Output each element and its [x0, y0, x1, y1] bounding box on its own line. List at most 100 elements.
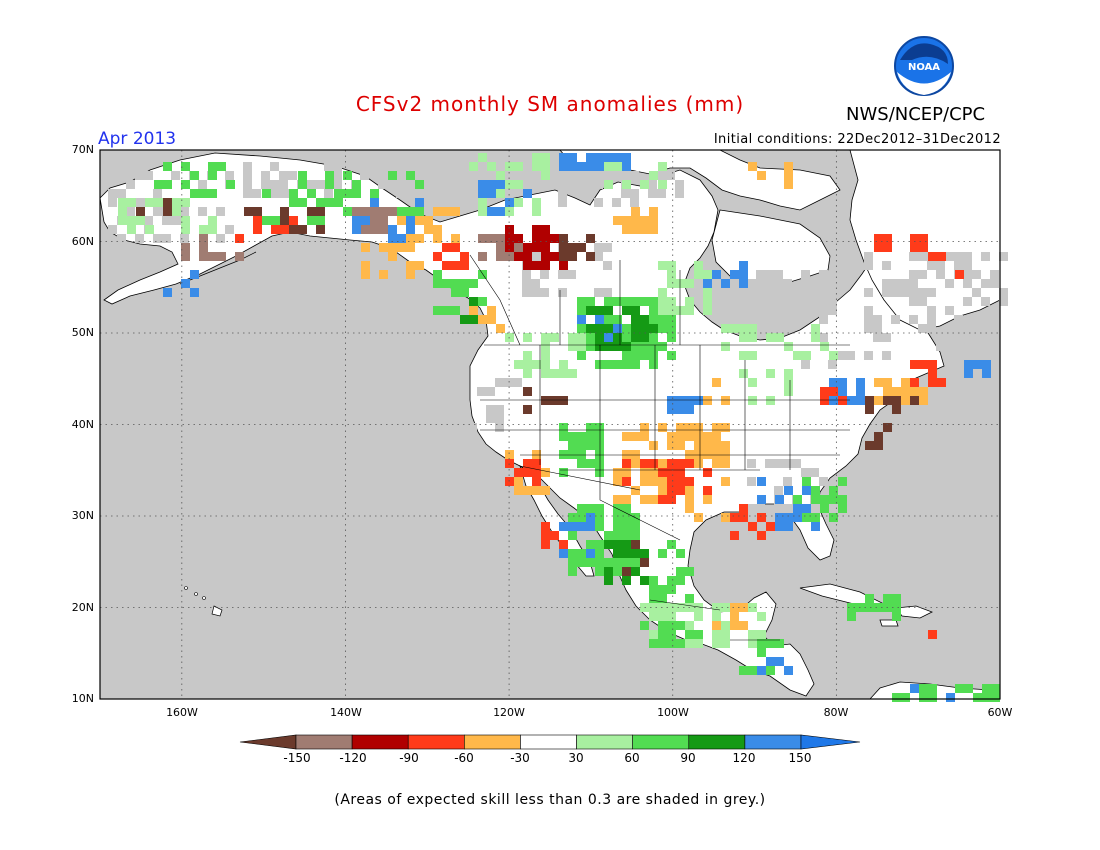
lon-label: 120W: [493, 706, 525, 719]
anomaly-cell: [505, 450, 514, 459]
anomaly-cell: [748, 639, 757, 648]
anomaly-cell: [739, 621, 748, 630]
anomaly-cell: [532, 243, 541, 252]
anomaly-cell: [658, 630, 667, 639]
anomaly-cell: [280, 225, 289, 234]
anomaly-cell: [820, 387, 829, 396]
low-skill-cell: [819, 333, 828, 342]
anomaly-cell: [604, 576, 613, 585]
anomaly-cell: [505, 459, 514, 468]
anomaly-cell: [469, 315, 478, 324]
anomaly-cell: [208, 252, 217, 261]
anomaly-cell: [523, 351, 532, 360]
low-skill-cell: [747, 279, 756, 288]
anomaly-cell: [415, 234, 424, 243]
low-skill-cell: [432, 189, 441, 198]
anomaly-cell: [676, 432, 685, 441]
anomaly-cell: [568, 432, 577, 441]
lat-label: 30N: [71, 509, 94, 522]
lat-label: 40N: [71, 418, 94, 431]
anomaly-cell: [352, 216, 361, 225]
anomaly-cell: [712, 621, 721, 630]
anomaly-cell: [415, 198, 424, 207]
anomaly-cell: [820, 504, 829, 513]
colorbar-segment: [520, 734, 577, 750]
colorbar-label: -120: [339, 751, 367, 765]
anomaly-cell: [631, 324, 640, 333]
anomaly-cell: [154, 198, 163, 207]
anomaly-cell: [667, 495, 676, 504]
anomaly-cell: [658, 594, 667, 603]
low-skill-cell: [144, 171, 153, 180]
anomaly-cell: [928, 630, 937, 639]
anomaly-cell: [649, 477, 658, 486]
anomaly-cell: [712, 441, 721, 450]
low-skill-cell: [882, 351, 891, 360]
anomaly-cell: [919, 396, 928, 405]
anomaly-cell: [532, 261, 541, 270]
low-skill-cell: [828, 288, 837, 297]
anomaly-cell: [478, 297, 487, 306]
anomaly-cell: [613, 153, 622, 162]
anomaly-cell: [523, 405, 532, 414]
low-skill-cell: [801, 288, 810, 297]
anomaly-cell: [676, 279, 685, 288]
anomaly-cell: [658, 486, 667, 495]
anomaly-cell: [496, 234, 505, 243]
anomaly-cell: [496, 243, 505, 252]
anomaly-cell: [253, 207, 262, 216]
anomaly-cell: [703, 432, 712, 441]
low-skill-cell: [243, 171, 252, 180]
anomaly-cell: [622, 495, 631, 504]
anomaly-cell: [658, 495, 667, 504]
low-skill-cell: [324, 189, 333, 198]
anomaly-cell: [379, 207, 388, 216]
anomaly-cell: [667, 612, 676, 621]
low-skill-cell: [144, 216, 153, 225]
anomaly-cell: [739, 504, 748, 513]
anomaly-cell: [757, 630, 766, 639]
anomaly-cell: [127, 225, 136, 234]
anomaly-cell: [361, 207, 370, 216]
anomaly-cell: [505, 252, 514, 261]
anomaly-cell: [478, 189, 487, 198]
anomaly-cell: [955, 270, 964, 279]
anomaly-cell: [433, 234, 442, 243]
colorbar-segment: [295, 734, 353, 750]
anomaly-cell: [370, 207, 379, 216]
anomaly-cell: [568, 333, 577, 342]
anomaly-cell: [469, 297, 478, 306]
anomaly-cell: [190, 270, 199, 279]
anomaly-cell: [568, 441, 577, 450]
colorbar-segment: [744, 734, 802, 750]
low-skill-cell: [243, 180, 252, 189]
anomaly-cell: [568, 342, 577, 351]
low-skill-cell: [828, 306, 837, 315]
anomaly-cell: [658, 342, 667, 351]
anomaly-cell: [352, 180, 361, 189]
anomaly-cell: [703, 468, 712, 477]
anomaly-cell: [127, 216, 136, 225]
low-skill-cell: [648, 180, 657, 189]
low-skill-cell: [117, 189, 126, 198]
anomaly-cell: [361, 270, 370, 279]
anomaly-cell: [685, 567, 694, 576]
anomaly-cell: [586, 513, 595, 522]
anomaly-cells: [108, 153, 1008, 702]
anomaly-cell: [604, 324, 613, 333]
anomaly-cell: [433, 225, 442, 234]
low-skill-cell: [153, 234, 162, 243]
anomaly-cell: [190, 189, 199, 198]
colorbar-segment: [407, 734, 465, 750]
anomaly-cell: [739, 324, 748, 333]
anomaly-cell: [910, 243, 919, 252]
anomaly-cell: [685, 630, 694, 639]
anomaly-cell: [631, 342, 640, 351]
anomaly-cell: [298, 171, 307, 180]
anomaly-cell: [262, 189, 271, 198]
low-skill-cell: [450, 162, 459, 171]
anomaly-cell: [676, 477, 685, 486]
anomaly-cell: [784, 387, 793, 396]
low-skill-cell: [603, 261, 612, 270]
low-skill-cell: [981, 297, 990, 306]
